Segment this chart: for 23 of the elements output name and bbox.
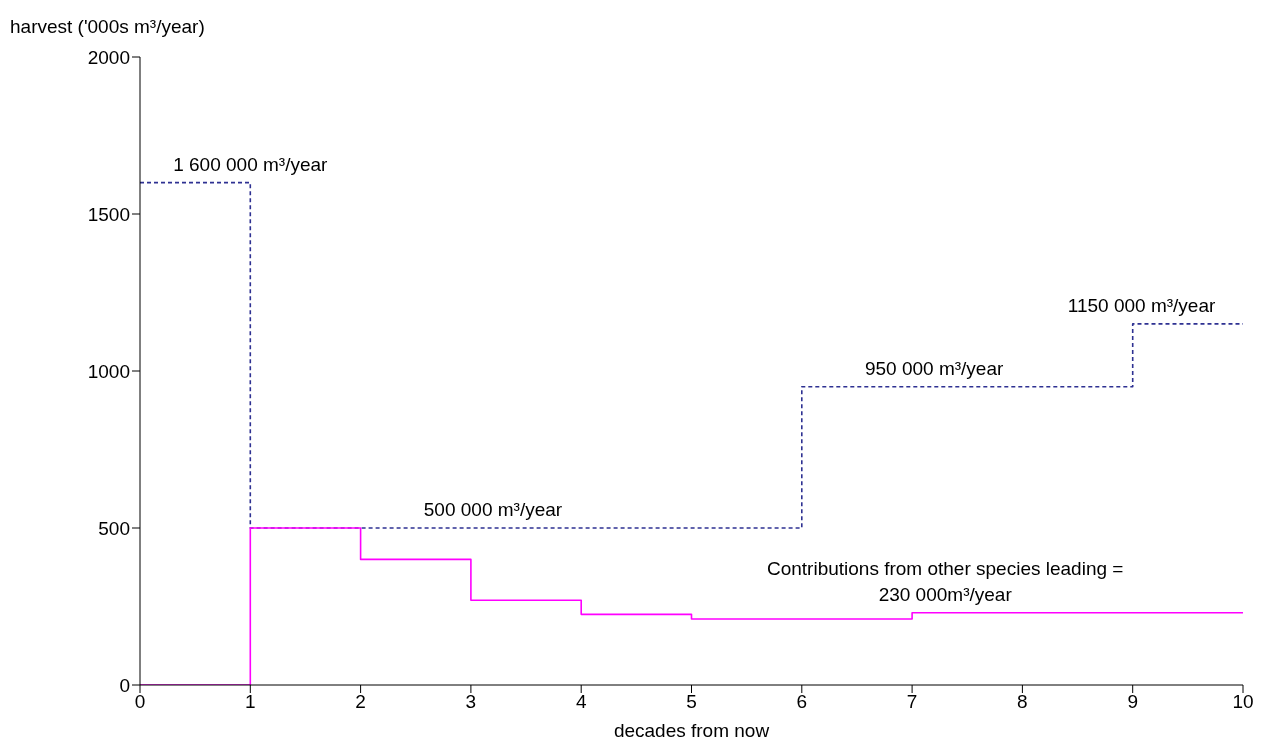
x-tick-label: 6: [796, 691, 808, 713]
annotation: 500 000 m³/year: [423, 499, 563, 520]
y-tick-label: 0: [119, 674, 130, 696]
x-axis-title: decades from now: [613, 720, 770, 741]
annotation: Contributions from other species leading = 230 000m³/year: [766, 557, 1124, 605]
annotation: 1150 000 m³/year: [1067, 294, 1216, 316]
y-tick-label: 1000: [87, 360, 130, 382]
annotation: 950 000 m³/year: [864, 357, 1005, 379]
y-tick-label: 2000: [87, 46, 130, 68]
x-tick-label: 8: [1017, 691, 1028, 713]
annotation: 1 600 000 m³/year: [173, 153, 329, 175]
x-tick-label: 3: [465, 691, 477, 713]
x-tick-label: 7: [906, 691, 918, 713]
x-tick-label: 0: [134, 691, 146, 713]
x-tick-label: 1: [245, 691, 256, 713]
x-tick-label: 5: [686, 691, 697, 713]
x-tick-label: 10: [1232, 691, 1254, 713]
x-tick-label: 2: [355, 691, 366, 713]
x-tick-label: 4: [575, 691, 587, 713]
y-tick-label: 500: [98, 517, 130, 539]
y-axis-title: harvest ('000s m³/year): [10, 16, 205, 38]
y-tick-label: 1500: [87, 203, 130, 225]
x-tick-label: 9: [1127, 691, 1138, 713]
